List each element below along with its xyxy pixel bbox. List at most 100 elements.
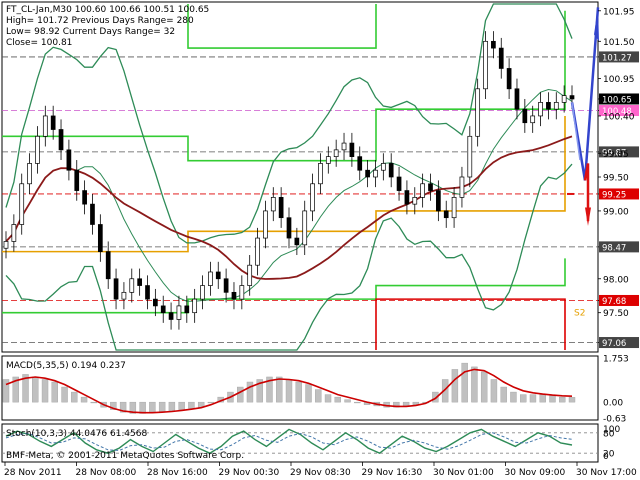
candle-body	[19, 183, 25, 225]
macd-bar	[451, 369, 459, 403]
macd-bar	[266, 376, 273, 403]
candle-body	[569, 95, 575, 100]
macd-bar	[549, 395, 556, 403]
candle-body	[278, 197, 284, 219]
price-tag-box	[599, 337, 639, 349]
candle-body	[538, 102, 543, 117]
macd-bar	[246, 381, 254, 403]
bollinger-upper	[5, 3, 573, 244]
macd-bar	[71, 391, 78, 403]
macd-bar	[315, 389, 322, 403]
price-tag-label: 97.06	[602, 339, 626, 349]
stoch-panel-border	[1, 423, 599, 463]
price-tick-label: 101.50	[603, 38, 635, 48]
candle-body	[325, 156, 331, 164]
macd-bar	[324, 394, 332, 403]
macd-bar	[344, 399, 351, 403]
candle-body	[35, 135, 40, 164]
macd-bar	[2, 379, 10, 403]
axes: 101.95 101.50 101.27 100.95 100.65 100.48100.…	[4, 7, 639, 478]
price-tag-label: 100.48	[602, 107, 632, 117]
macd-bar	[61, 386, 68, 403]
candle-body	[27, 163, 32, 185]
candle-body	[121, 291, 127, 300]
x-tick-label: 28 Nov 16:00	[147, 468, 208, 478]
candle-body	[200, 285, 205, 300]
candle-body	[436, 190, 441, 212]
pivot-orange	[2, 115, 566, 253]
candle-body	[546, 102, 551, 110]
candle-body	[74, 169, 80, 191]
macd-bar	[402, 401, 410, 407]
candle-body	[42, 115, 48, 137]
macd-bar	[129, 401, 137, 414]
candle-body	[192, 298, 198, 314]
candle-body	[270, 197, 276, 212]
macd-panel	[2, 362, 576, 414]
candle-body	[491, 40, 496, 49]
candle-body	[137, 278, 142, 286]
pivot-green-upper	[2, 10, 566, 162]
candle-body	[247, 264, 253, 286]
candle-body	[50, 115, 56, 130]
candle-body	[145, 285, 150, 300]
macd-bar	[354, 401, 361, 404]
macd-bar	[295, 381, 302, 403]
price-panel: S2	[2, 3, 600, 351]
macd-panel-border	[1, 355, 599, 421]
candle-body	[286, 217, 292, 239]
candle-body	[129, 278, 135, 293]
candle-body	[365, 169, 370, 178]
pivot-green-top	[187, 4, 377, 49]
macd-tick-label: 1.753	[603, 355, 629, 365]
price-tag-box	[599, 93, 639, 105]
price-tag-label: 97.68	[602, 297, 626, 307]
pivot-red	[375, 298, 566, 350]
candle-body	[420, 183, 425, 198]
header-line-4: Close= 100.81	[6, 38, 72, 48]
stoch-panel	[2, 428, 598, 455]
macd-signal-line	[5, 368, 573, 414]
candle-body	[255, 237, 260, 266]
x-tick-label: 29 Nov 08:30	[290, 468, 351, 478]
candle-body	[396, 176, 402, 191]
price-tag-label: 99.87	[602, 148, 626, 158]
moving-average	[5, 135, 573, 280]
candle-body	[66, 149, 72, 171]
price-tick-label: 101.95	[603, 7, 635, 17]
macd-bar	[529, 394, 537, 403]
candle-body	[58, 129, 64, 151]
price-tick-label: 97.50	[603, 309, 629, 319]
macd-bar	[285, 379, 293, 403]
candle-body	[498, 47, 504, 69]
price-tag-label: 98.47	[602, 243, 626, 253]
candle-body	[553, 102, 559, 110]
macd-bar	[510, 391, 517, 403]
macd-bar	[51, 381, 58, 403]
candle-body	[310, 183, 315, 212]
candle-body	[97, 224, 103, 252]
candle-body	[380, 163, 386, 171]
candle-body	[443, 210, 449, 219]
price-tick-label: 100.40	[603, 112, 635, 122]
bollinger-lower	[5, 163, 573, 351]
macd-bar	[256, 379, 263, 403]
candle-body	[223, 278, 229, 293]
candle-body	[475, 88, 481, 137]
macd-bar	[480, 371, 488, 403]
price-tag-label: 101.27	[602, 53, 632, 63]
candle-body	[522, 108, 528, 124]
candle-body	[388, 163, 394, 178]
macd-bar	[119, 401, 127, 413]
price-tag-box	[599, 146, 639, 158]
candle-body	[302, 210, 308, 246]
candle-body	[412, 197, 418, 205]
price-tag-box	[599, 105, 639, 117]
candle-body	[318, 163, 323, 185]
candle-body	[561, 95, 567, 103]
candle-body	[349, 142, 355, 157]
candle-body	[113, 278, 119, 300]
macd-bar	[139, 401, 146, 414]
